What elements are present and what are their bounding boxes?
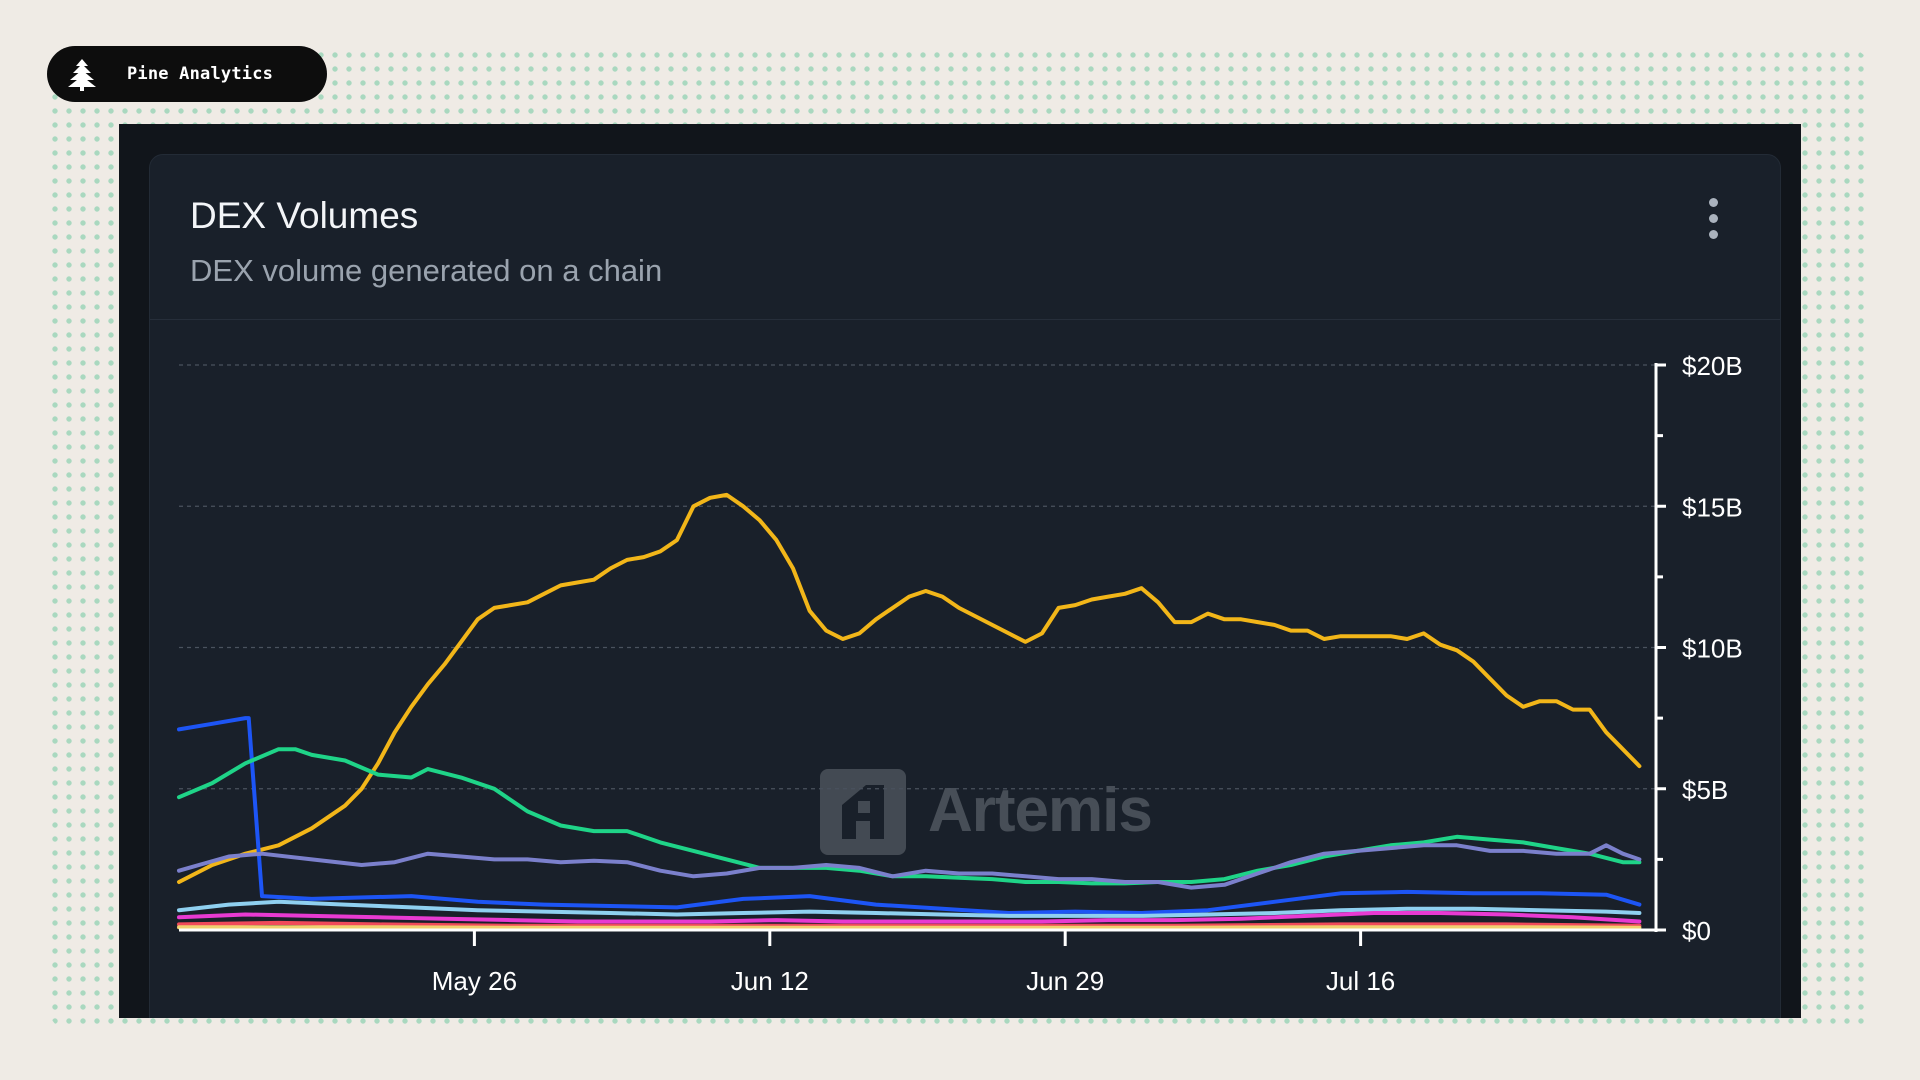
y-tick-label: $20B [1682, 351, 1743, 381]
y-tick-label: $0 [1682, 916, 1711, 946]
pine-tree-icon [68, 59, 96, 91]
chart-screenshot: DEX Volumes DEX volume generated on a ch… [119, 124, 1801, 1018]
series-line-8 [177, 925, 1642, 930]
x-tick-label: Jun 12 [731, 966, 809, 996]
chart-title: DEX Volumes [190, 195, 419, 236]
kebab-menu-icon[interactable] [1698, 193, 1728, 247]
x-tick-label: Jul 16 [1326, 966, 1395, 996]
y-tick-label: $10B [1682, 634, 1743, 664]
line-chart: $0 $5B $10B $15B $20B May 26 Jun 12 Jun 29 Jul 1… [177, 351, 1743, 996]
watermark-text: Artemis [928, 776, 1153, 845]
brand-name: Pine Analytics [127, 64, 274, 84]
series-line-6 [177, 911, 1642, 924]
artemis-logo-icon [820, 769, 906, 855]
x-tick-label: Jun 29 [1026, 966, 1104, 996]
series-line-5 [177, 899, 1642, 918]
y-tick-label: $5B [1682, 775, 1728, 805]
y-tick-label: $15B [1682, 492, 1743, 522]
chart-subtitle: DEX volume generated on a chain [190, 253, 663, 288]
series-line-4 [177, 843, 1642, 890]
card-divider [150, 319, 1780, 320]
series-line-2 [177, 716, 1642, 915]
x-tick-label: May 26 [432, 966, 517, 996]
brand-badge: Pine Analytics [47, 46, 327, 102]
chart-card: DEX Volumes DEX volume generated on a ch… [149, 154, 1781, 1018]
series-line-1 [177, 492, 1642, 884]
watermark: Artemis [820, 769, 1153, 857]
